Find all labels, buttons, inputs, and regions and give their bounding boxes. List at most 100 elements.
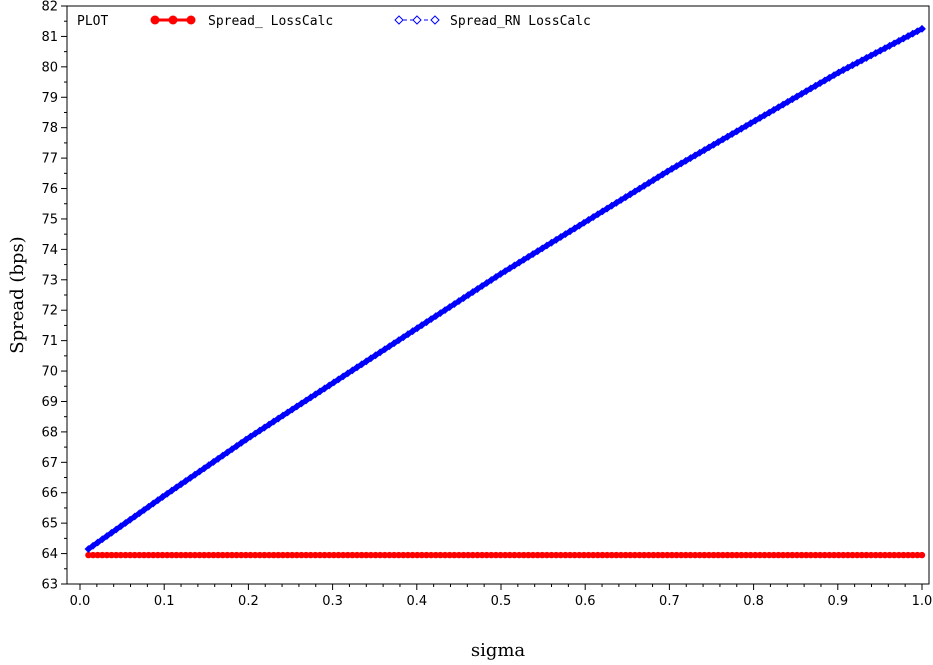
data-point bbox=[117, 551, 125, 559]
data-point bbox=[881, 551, 889, 559]
data-point bbox=[163, 489, 172, 498]
data-point bbox=[547, 238, 556, 247]
y-tick-label: 80 bbox=[41, 60, 58, 75]
data-point bbox=[445, 303, 454, 312]
data-point bbox=[502, 551, 509, 559]
data-point bbox=[728, 551, 736, 559]
data-point bbox=[621, 193, 630, 202]
data-point bbox=[214, 551, 222, 559]
data-point bbox=[362, 357, 371, 366]
data-point bbox=[821, 551, 828, 559]
data-point bbox=[488, 551, 495, 559]
data-point bbox=[613, 551, 620, 559]
x-tick-label: 0.1 bbox=[154, 594, 175, 609]
data-point bbox=[492, 273, 500, 281]
data-point bbox=[515, 551, 523, 559]
data-point bbox=[806, 84, 815, 93]
data-point bbox=[788, 95, 797, 104]
data-point bbox=[724, 551, 731, 559]
legend-marker-blue bbox=[430, 15, 440, 25]
data-point bbox=[187, 551, 194, 559]
y-tick-label: 74 bbox=[41, 243, 58, 258]
data-point bbox=[321, 551, 328, 559]
data-point bbox=[274, 414, 283, 423]
data-point bbox=[196, 551, 203, 559]
data-point bbox=[246, 432, 255, 441]
data-point bbox=[811, 81, 820, 90]
data-point bbox=[765, 551, 773, 559]
data-point bbox=[640, 551, 648, 559]
data-point bbox=[650, 551, 657, 559]
data-point bbox=[728, 130, 737, 138]
data-point bbox=[497, 551, 504, 559]
data-point bbox=[140, 506, 148, 514]
data-point bbox=[529, 551, 537, 559]
data-point bbox=[423, 551, 430, 559]
data-point bbox=[525, 551, 532, 559]
legend-entry-spread-losscalc: Spread_ LossCalc bbox=[150, 14, 333, 29]
data-point bbox=[478, 551, 486, 559]
data-point bbox=[292, 402, 301, 411]
data-point bbox=[603, 551, 611, 559]
data-point bbox=[436, 309, 445, 318]
data-point bbox=[84, 545, 93, 553]
data-point bbox=[519, 255, 528, 264]
data-point bbox=[163, 551, 171, 559]
data-point bbox=[515, 258, 524, 267]
data-point bbox=[186, 473, 195, 482]
data-point bbox=[793, 92, 801, 101]
data-point bbox=[116, 522, 125, 531]
data-point bbox=[241, 435, 250, 444]
data-point bbox=[140, 551, 148, 559]
data-point bbox=[589, 551, 597, 559]
data-point bbox=[867, 551, 875, 559]
data-point bbox=[715, 551, 722, 559]
data-point bbox=[645, 551, 652, 559]
series-0 bbox=[85, 551, 926, 559]
data-point bbox=[431, 312, 440, 321]
data-point bbox=[269, 417, 278, 426]
data-point bbox=[232, 442, 241, 450]
data-point bbox=[468, 288, 477, 296]
data-point bbox=[556, 233, 565, 241]
data-point bbox=[135, 509, 144, 518]
data-point bbox=[418, 551, 426, 559]
legend-marker-red bbox=[186, 15, 196, 25]
data-point bbox=[279, 411, 287, 420]
data-point bbox=[450, 300, 459, 309]
data-point bbox=[635, 184, 644, 193]
x-tick-label: 0.5 bbox=[491, 594, 512, 609]
data-point bbox=[302, 551, 310, 559]
data-point bbox=[617, 196, 625, 204]
data-point bbox=[349, 551, 356, 559]
data-point bbox=[765, 108, 774, 117]
data-point bbox=[464, 551, 472, 559]
data-point bbox=[136, 551, 143, 559]
data-point bbox=[760, 111, 769, 120]
data-point bbox=[255, 426, 264, 435]
data-point bbox=[844, 551, 852, 559]
data-point bbox=[130, 512, 139, 521]
data-point bbox=[459, 294, 468, 302]
data-point bbox=[677, 551, 685, 559]
data-point bbox=[432, 551, 439, 559]
data-point bbox=[228, 445, 236, 454]
data-point bbox=[482, 279, 491, 287]
data-point bbox=[664, 551, 671, 559]
data-point bbox=[840, 551, 847, 559]
data-point bbox=[437, 551, 444, 559]
x-axis-title: sigma bbox=[471, 640, 526, 661]
data-point bbox=[173, 551, 180, 559]
data-point bbox=[909, 551, 916, 559]
data-point bbox=[103, 551, 111, 559]
x-tick-label: 0.7 bbox=[659, 594, 680, 609]
data-point bbox=[238, 551, 245, 559]
data-point bbox=[339, 372, 348, 381]
y-tick-label: 82 bbox=[41, 0, 58, 15]
data-point bbox=[195, 467, 204, 476]
data-point bbox=[228, 551, 236, 559]
data-point bbox=[816, 79, 825, 88]
data-point bbox=[617, 551, 625, 559]
data-point bbox=[548, 551, 555, 559]
data-point bbox=[275, 551, 282, 559]
